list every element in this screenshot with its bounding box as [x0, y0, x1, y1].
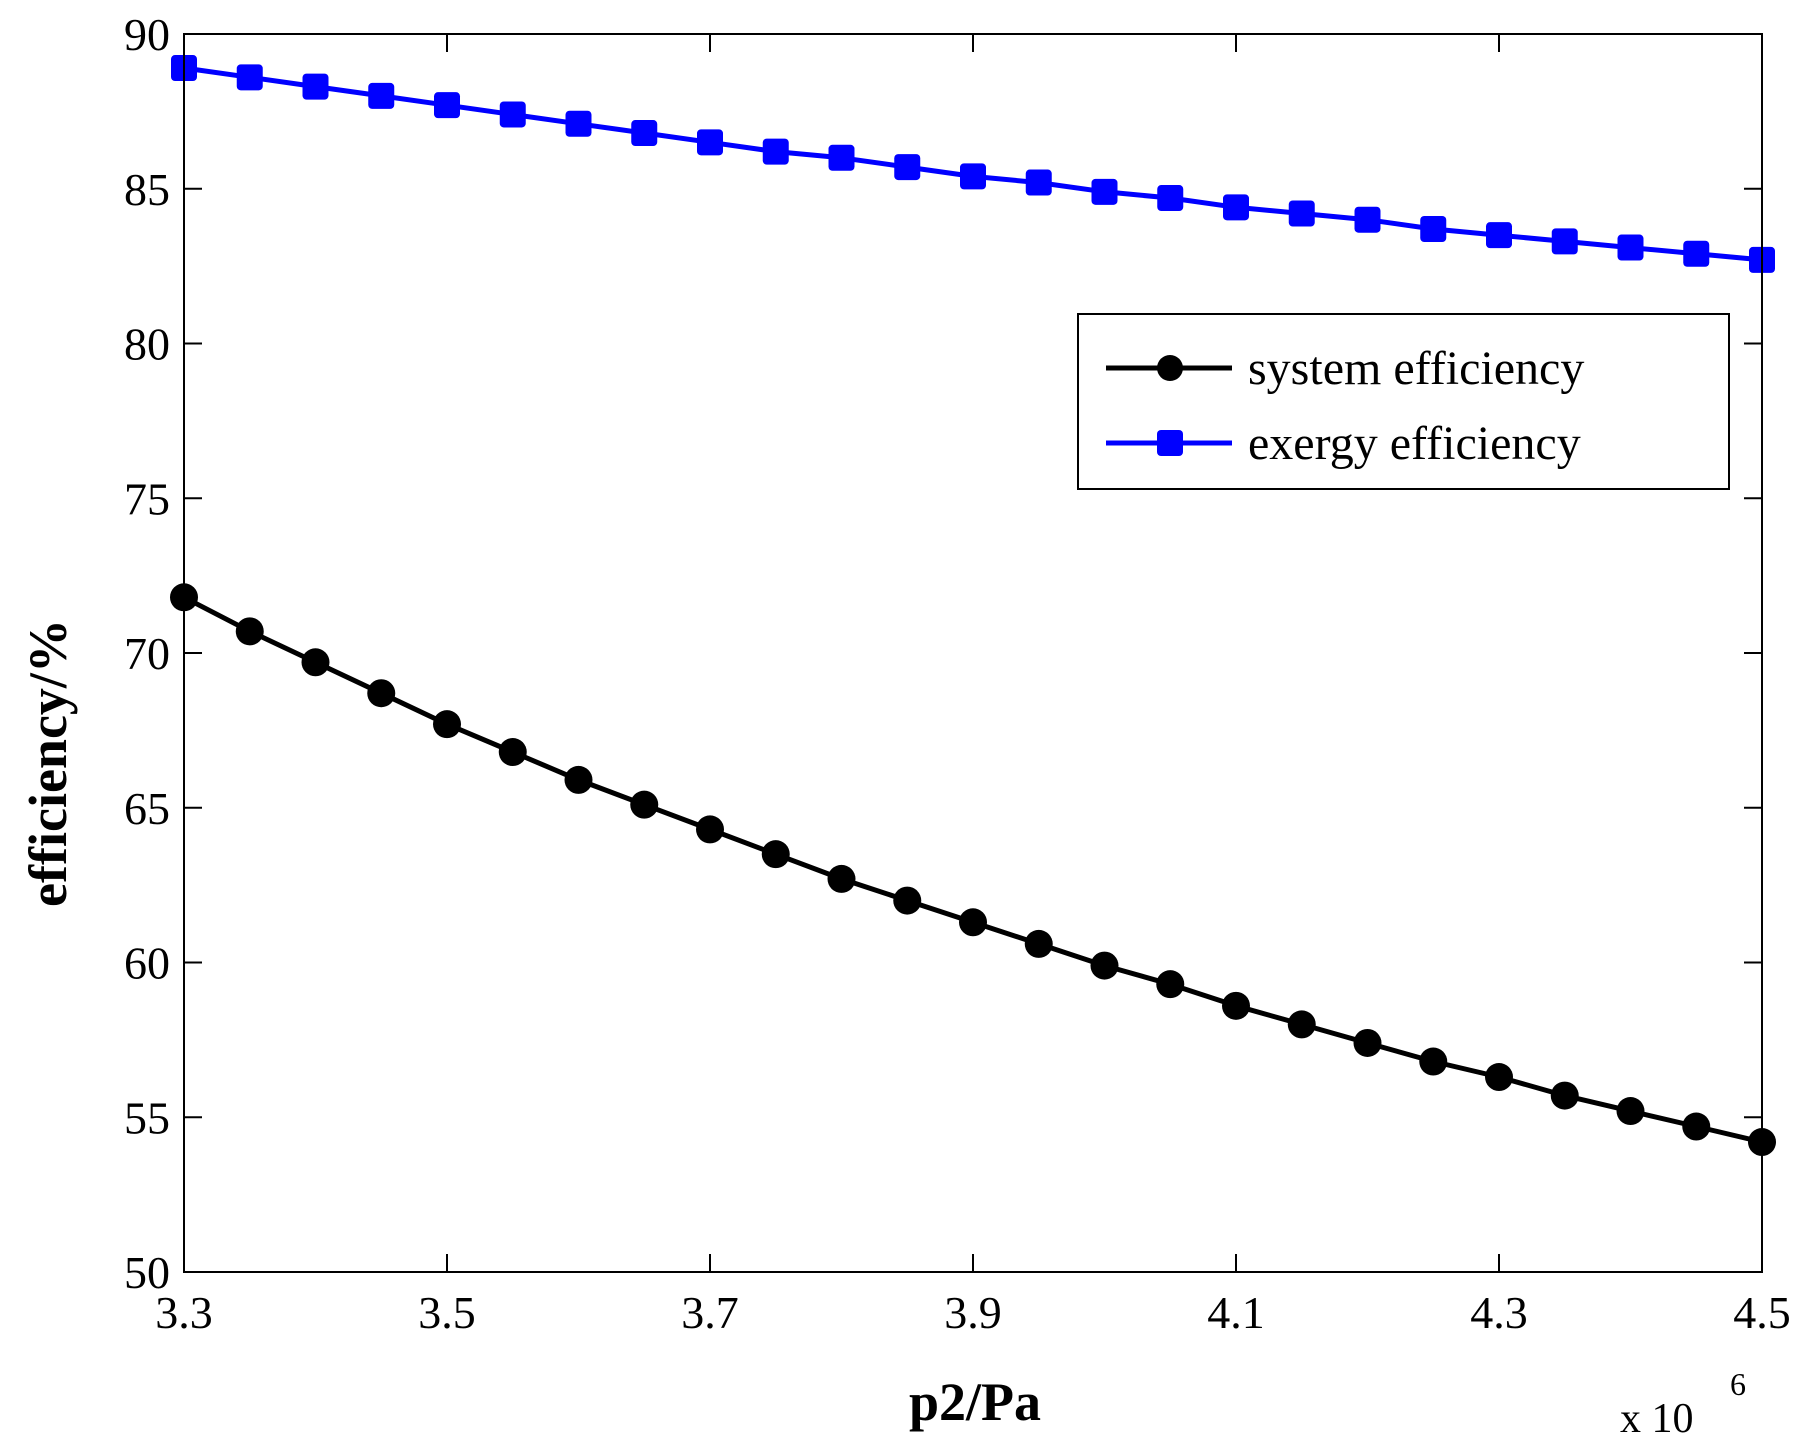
data-point-system-efficiency — [1156, 970, 1185, 999]
y-tick-label: 55 — [124, 1092, 170, 1143]
data-point-system-efficiency — [1353, 1028, 1382, 1057]
x-tick-label: 4.3 — [1470, 1287, 1528, 1338]
y-tick-label: 90 — [124, 9, 170, 60]
x-tick-label: 4.5 — [1733, 1287, 1791, 1338]
x-axis-multiplier: x 10 6 — [1620, 1366, 1746, 1442]
data-point-exergy-efficiency — [1683, 240, 1710, 267]
x-multiplier-base: x 10 — [1620, 1396, 1694, 1442]
data-point-system-efficiency — [1287, 1010, 1316, 1039]
data-point-system-efficiency — [630, 790, 659, 819]
data-point-exergy-efficiency — [368, 82, 395, 109]
data-point-exergy-efficiency — [1354, 206, 1381, 233]
data-point-exergy-efficiency — [631, 120, 658, 147]
y-tick-label: 65 — [124, 783, 170, 834]
data-point-exergy-efficiency — [1617, 234, 1644, 261]
data-point-system-efficiency — [827, 864, 856, 893]
x-tick-label: 3.7 — [681, 1287, 739, 1338]
data-point-system-efficiency — [1485, 1063, 1513, 1092]
data-point-exergy-efficiency — [1223, 194, 1249, 221]
data-point-system-efficiency — [959, 908, 987, 937]
legend: system efficiency exergy efficiency — [1077, 313, 1730, 490]
data-point-exergy-efficiency — [434, 92, 460, 119]
data-point-system-efficiency — [1222, 991, 1250, 1020]
data-point-system-efficiency — [564, 765, 593, 794]
data-point-system-efficiency — [1682, 1112, 1711, 1141]
x-axis-title: p2/Pa — [909, 1372, 1041, 1432]
data-point-system-efficiency — [433, 710, 461, 739]
legend-entry-exergy-efficiency: exergy efficiency — [1106, 417, 1581, 470]
data-point-system-efficiency — [696, 815, 724, 844]
legend-marker-square — [1157, 430, 1183, 456]
data-point-exergy-efficiency — [1551, 228, 1578, 255]
data-point-system-efficiency — [1616, 1097, 1645, 1126]
data-point-exergy-efficiency — [1091, 178, 1118, 205]
series-layer — [170, 55, 1776, 1157]
data-point-system-efficiency — [893, 886, 922, 915]
x-tick-label: 3.5 — [418, 1287, 476, 1338]
data-point-system-efficiency — [498, 738, 527, 767]
data-point-exergy-efficiency — [697, 129, 723, 156]
data-point-exergy-efficiency — [1420, 215, 1447, 242]
y-axis-title: efficiency/% — [18, 619, 78, 907]
data-point-exergy-efficiency — [1486, 222, 1512, 249]
data-point-exergy-efficiency — [828, 144, 855, 171]
y-tick-label: 80 — [124, 319, 170, 370]
x-multiplier-exponent: 6 — [1730, 1366, 1746, 1402]
data-point-system-efficiency — [235, 617, 264, 646]
legend-label-exergy-efficiency: exergy efficiency — [1248, 417, 1581, 470]
data-point-exergy-efficiency — [1157, 185, 1184, 212]
legend-entry-system-efficiency: system efficiency — [1106, 342, 1584, 395]
data-point-system-efficiency — [1550, 1081, 1579, 1110]
data-point-exergy-efficiency — [960, 163, 986, 190]
y-tick-label: 60 — [124, 938, 170, 989]
data-point-system-efficiency — [761, 840, 790, 869]
x-tick-label: 3.3 — [155, 1287, 213, 1338]
data-point-exergy-efficiency — [236, 64, 263, 91]
data-point-system-efficiency — [1090, 951, 1119, 980]
x-tick-label: 3.9 — [944, 1287, 1002, 1338]
y-tick-label: 75 — [124, 473, 170, 524]
y-tick-label: 85 — [124, 164, 170, 215]
data-point-exergy-efficiency — [499, 101, 526, 128]
y-tick-label: 70 — [124, 628, 170, 679]
data-point-exergy-efficiency — [1025, 169, 1052, 196]
data-point-system-efficiency — [1419, 1047, 1448, 1076]
data-point-exergy-efficiency — [894, 154, 921, 181]
data-point-exergy-efficiency — [302, 73, 329, 100]
legend-box — [1077, 313, 1730, 490]
legend-marker-circle — [1157, 355, 1183, 381]
data-point-exergy-efficiency — [762, 138, 789, 165]
data-point-system-efficiency — [367, 679, 396, 708]
axis-layer: 3.3 3.5 3.7 3.9 4.1 4.3 4.5 50 55 60 65 70 75 80 85 90 — [124, 9, 1791, 1338]
y-tick-label: 50 — [124, 1247, 170, 1298]
x-tick-label: 4.1 — [1207, 1287, 1265, 1338]
data-point-exergy-efficiency — [565, 110, 592, 137]
data-point-system-efficiency — [1024, 929, 1053, 958]
data-point-system-efficiency — [301, 648, 330, 677]
data-point-exergy-efficiency — [1288, 200, 1315, 227]
legend-label-system-efficiency: system efficiency — [1248, 342, 1584, 395]
